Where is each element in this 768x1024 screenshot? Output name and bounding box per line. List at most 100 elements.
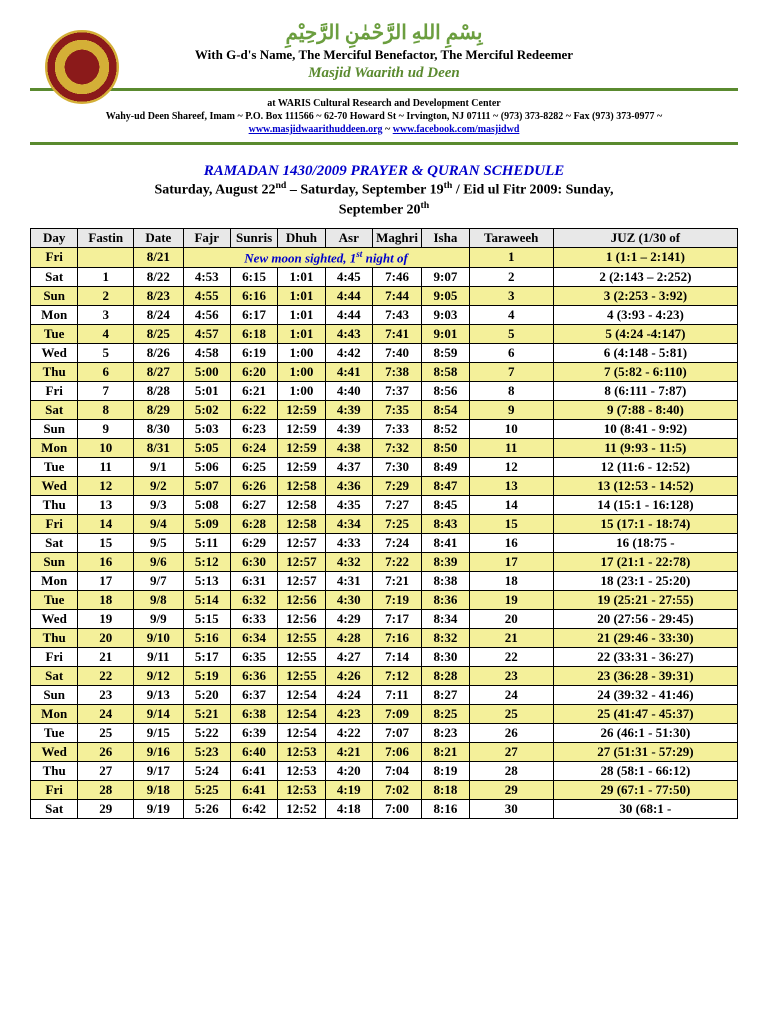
cell-date: 9/3 [134,496,183,515]
cell-isha: 9:05 [422,287,469,306]
cell-maghri: 7:00 [372,800,421,819]
cell-tara: 17 [469,553,553,572]
cell-day: Thu [31,363,78,382]
cell-juz: 16 (18:75 - [553,534,737,553]
cell-maghri: 7:06 [372,743,421,762]
cell-isha: 8:50 [422,439,469,458]
cell-maghri: 7:07 [372,724,421,743]
cell-dhuh: 12:53 [278,781,325,800]
cell-tara: 3 [469,287,553,306]
table-row: Thu68/275:006:201:004:417:388:5877 (5:82… [31,363,738,382]
cell-date: 9/5 [134,534,183,553]
cell-day: Tue [31,591,78,610]
cell-asr: 4:44 [325,306,372,325]
cell-isha: 8:38 [422,572,469,591]
cell-day: Sat [31,401,78,420]
table-row: Wed269/165:236:4012:534:217:068:212727 (… [31,743,738,762]
cell-asr: 4:44 [325,287,372,306]
cell-juz: 21 (29:46 - 33:30) [553,629,737,648]
cell-sunris: 6:19 [230,344,277,363]
cell-day: Fri [31,247,78,267]
cell-date: 9/2 [134,477,183,496]
cell-sunris: 6:40 [230,743,277,762]
cell-day: Thu [31,629,78,648]
cell-fastin: 24 [78,705,134,724]
cell-sunris: 6:21 [230,382,277,401]
cell-day: Wed [31,610,78,629]
cell-tara: 14 [469,496,553,515]
cell-dhuh: 12:57 [278,572,325,591]
cell-maghri: 7:32 [372,439,421,458]
cell-fastin: 1 [78,268,134,287]
cell-juz: 12 (11:6 - 12:52) [553,458,737,477]
cell-asr: 4:34 [325,515,372,534]
table-row: Fri219/115:176:3512:554:277:148:302222 (… [31,648,738,667]
cell-sunris: 6:23 [230,420,277,439]
cell-fastin: 21 [78,648,134,667]
table-row: Sun169/65:126:3012:574:327:228:391717 (2… [31,553,738,572]
cell-isha: 8:19 [422,762,469,781]
cell-isha: 8:34 [422,610,469,629]
cell-fajr: 5:13 [183,572,230,591]
moon-sighted-row: Fri 8/21 New moon sighted, 1st night of … [31,247,738,267]
cell-sunris: 6:29 [230,534,277,553]
website-link[interactable]: www.masjidwaarithuddeen.org [249,124,383,135]
cell-dhuh: 12:55 [278,667,325,686]
table-row: Tue189/85:146:3212:564:307:198:361919 (2… [31,591,738,610]
cell-sunris: 6:41 [230,762,277,781]
cell-dhuh: 12:59 [278,439,325,458]
cell-tara: 11 [469,439,553,458]
cell-juz: 26 (46:1 - 51:30) [553,724,737,743]
cell-sunris: 6:26 [230,477,277,496]
cell-maghri: 7:46 [372,268,421,287]
cell-day: Sat [31,667,78,686]
cell-juz: 30 (68:1 - [553,800,737,819]
cell-tara: 16 [469,534,553,553]
cell-dhuh: 1:01 [278,325,325,344]
english-invocation: With G-d's Name, The Merciful Benefactor… [30,47,738,63]
cell-maghri: 7:35 [372,401,421,420]
cell-asr: 4:39 [325,401,372,420]
cell-fajr: 5:24 [183,762,230,781]
cell-maghri: 7:41 [372,325,421,344]
cell-asr: 4:33 [325,534,372,553]
cell-maghri: 7:25 [372,515,421,534]
table-row: Sun98/305:036:2312:594:397:338:521010 (8… [31,420,738,439]
cell-sunris: 6:42 [230,800,277,819]
cell-date: 9/4 [134,515,183,534]
cell-maghri: 7:17 [372,610,421,629]
cell-day: Sun [31,553,78,572]
cell-fajr: 4:56 [183,306,230,325]
cell-asr: 4:26 [325,667,372,686]
facebook-link[interactable]: www.facebook.com/masjidwd [393,124,520,135]
table-row: Sat88/295:026:2212:594:397:358:5499 (7:8… [31,401,738,420]
cell-day: Sun [31,420,78,439]
col-dhuh: Dhuh [278,228,325,247]
cell-fajr: 5:16 [183,629,230,648]
cell-isha: 8:39 [422,553,469,572]
cell-date: 8/25 [134,325,183,344]
cell-tara: 6 [469,344,553,363]
cell-isha: 8:32 [422,629,469,648]
cell-maghri: 7:14 [372,648,421,667]
cell-sunris: 6:37 [230,686,277,705]
col-day: Day [31,228,78,247]
cell-fastin: 5 [78,344,134,363]
cell-day: Tue [31,325,78,344]
cell-dhuh: 1:00 [278,344,325,363]
cell-fastin: 29 [78,800,134,819]
table-row: Thu139/35:086:2712:584:357:278:451414 (1… [31,496,738,515]
table-row: Tue48/254:576:181:014:437:419:0155 (4:24… [31,325,738,344]
cell-fajr: 5:00 [183,363,230,382]
divider-line [30,88,738,91]
cell-maghri: 7:19 [372,591,421,610]
cell-date: 8/26 [134,344,183,363]
cell-sunris: 6:17 [230,306,277,325]
cell-juz: 7 (5:82 - 6:110) [553,363,737,382]
cell-day: Fri [31,648,78,667]
cell-maghri: 7:43 [372,306,421,325]
cell-asr: 4:19 [325,781,372,800]
cell-dhuh: 12:56 [278,610,325,629]
cell-fajr: 4:57 [183,325,230,344]
table-row: Mon108/315:056:2412:594:387:328:501111 (… [31,439,738,458]
